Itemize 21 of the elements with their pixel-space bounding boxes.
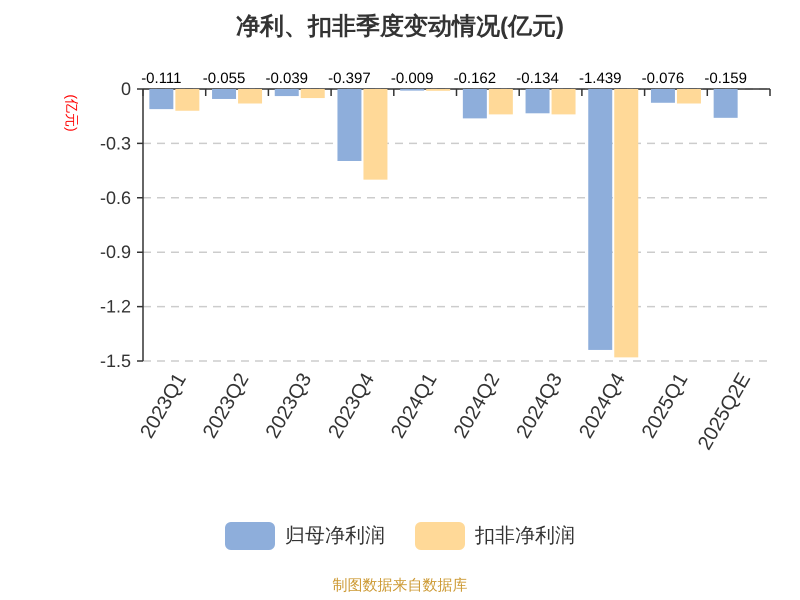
data-label: -0.134 <box>516 70 559 87</box>
data-label: -0.039 <box>265 70 308 87</box>
y-axis-title: (亿元) <box>64 94 80 132</box>
data-label: -0.009 <box>390 70 434 87</box>
data-label: -0.397 <box>328 70 371 87</box>
y-tick-label: 0 <box>120 79 131 99</box>
text: 制图数据来自数据库 <box>332 577 468 594</box>
y-tick-label: -1.5 <box>100 351 131 371</box>
data-label: -0.076 <box>642 70 684 87</box>
data-label: -0.111 <box>141 70 182 87</box>
data-label: -0.055 <box>202 70 246 87</box>
y-tick-label: -0.3 <box>100 133 131 154</box>
data-label: -0.159 <box>704 70 747 87</box>
chart-title: 净利、扣非季度变动情况(亿元) <box>236 13 564 40</box>
y-tick-label: -0.9 <box>100 242 131 262</box>
data-label: -1.439 <box>578 70 622 87</box>
y-tick-label: -1.2 <box>100 296 131 317</box>
data-label: -0.162 <box>454 70 496 87</box>
legend-label: 扣非净利润 <box>474 525 575 547</box>
y-tick-label: -0.6 <box>100 188 131 208</box>
legend-label: 归母净利润 <box>285 525 385 547</box>
